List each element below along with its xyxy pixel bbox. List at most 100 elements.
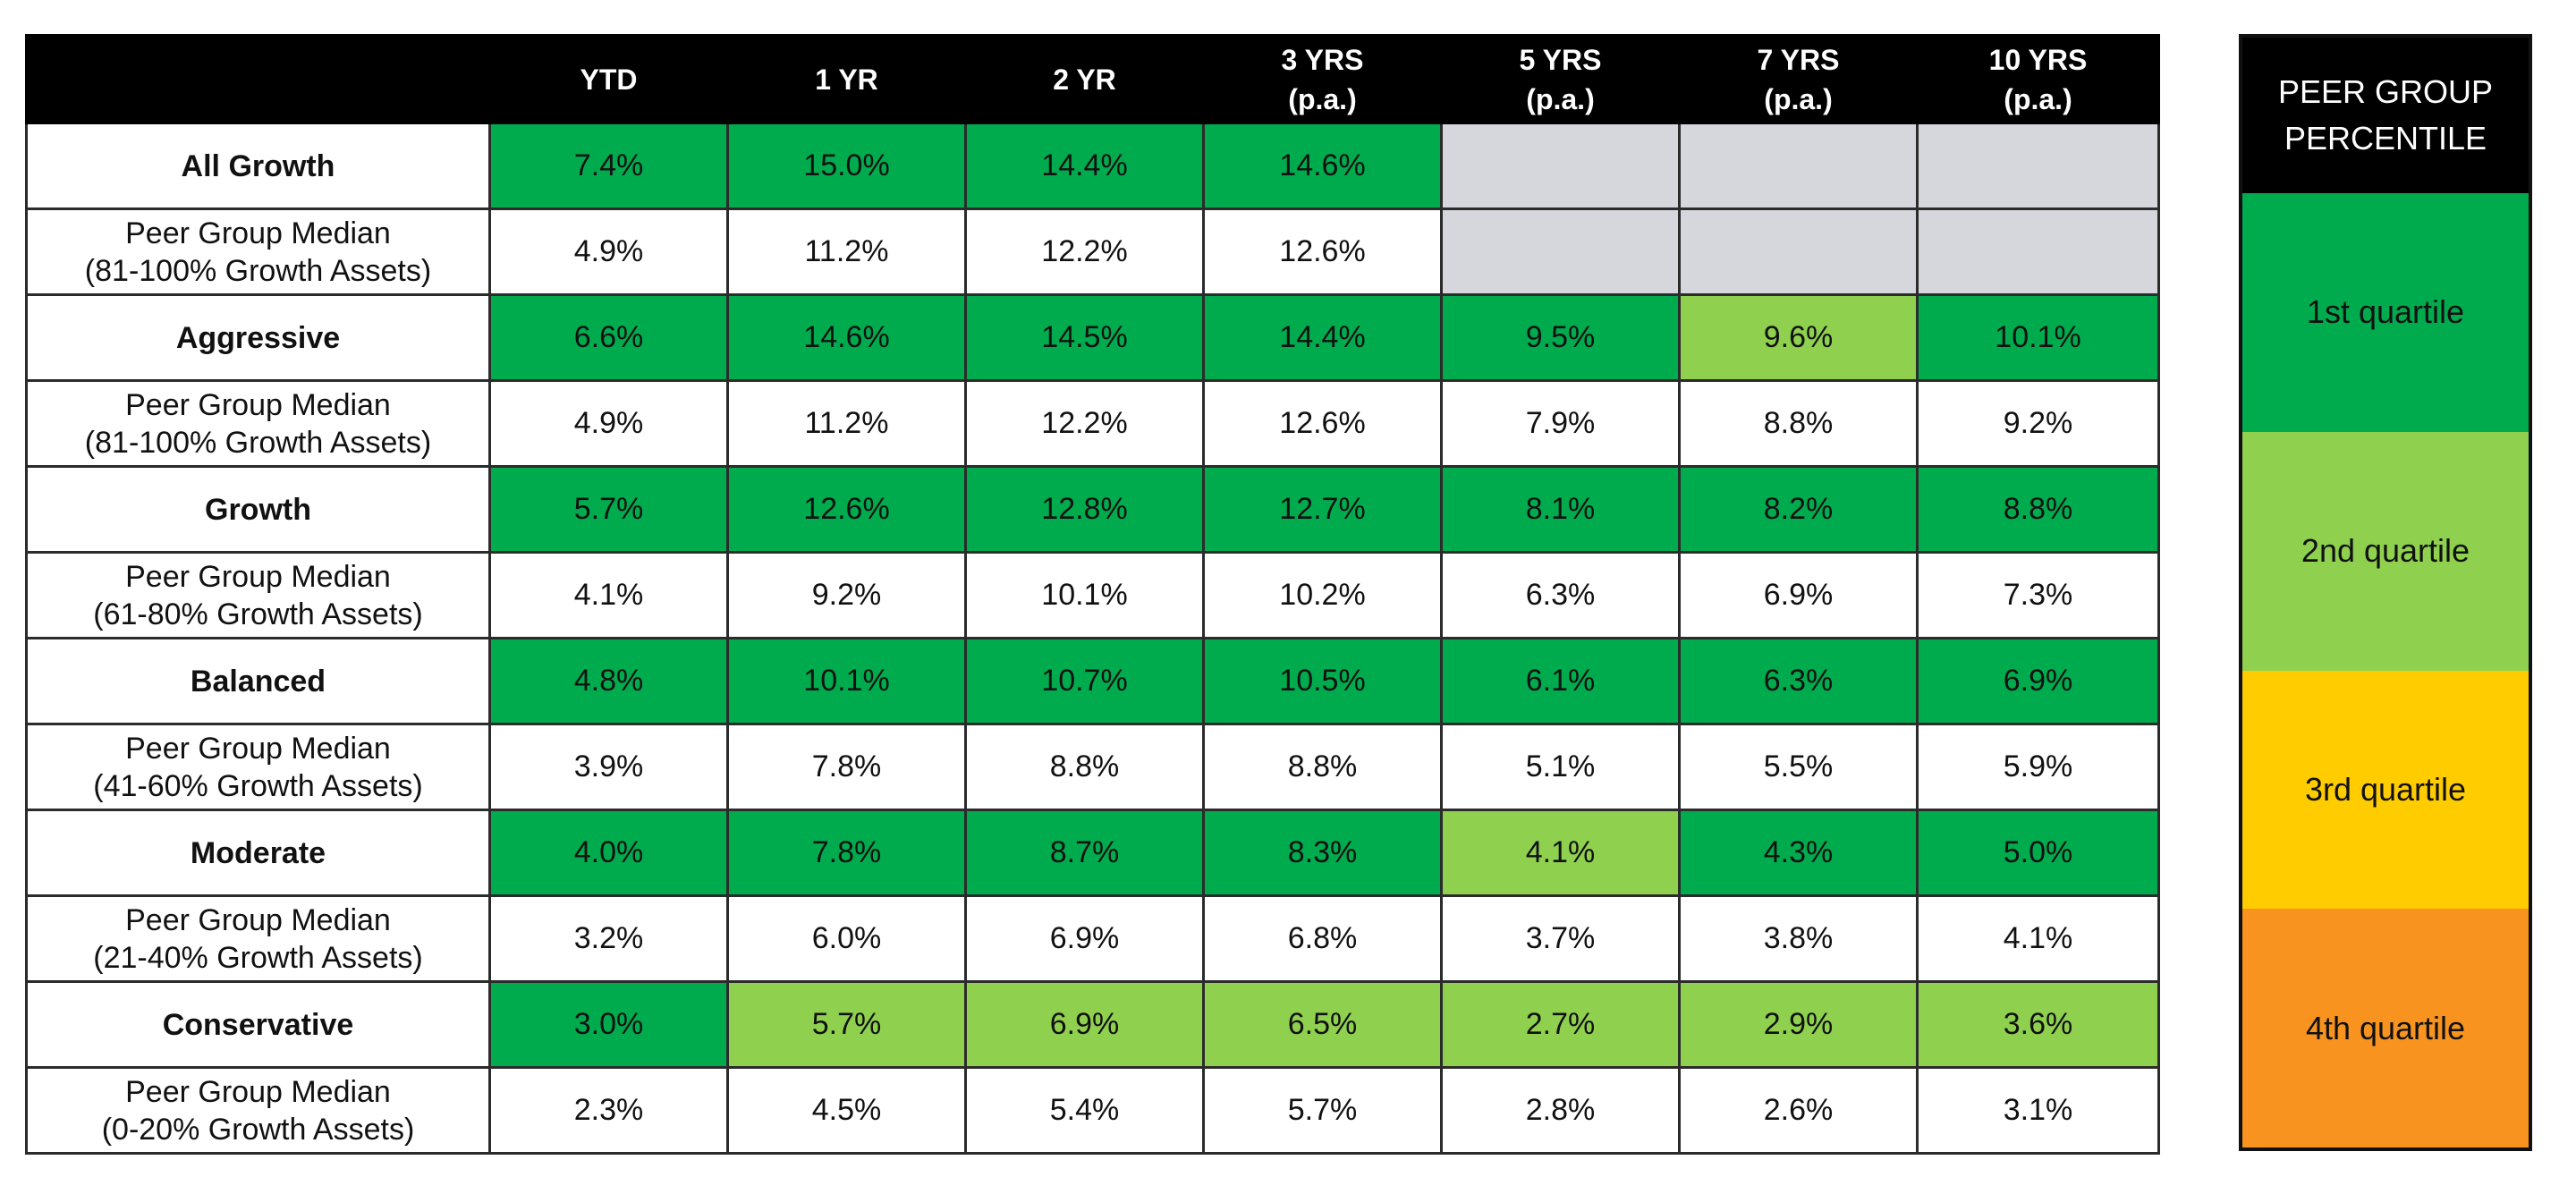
column-header-label: 2 YR: [1053, 63, 1116, 96]
return-cell: 9.6%: [1678, 293, 1919, 382]
legend-title-line: PERCENTILE: [2284, 120, 2487, 157]
return-cell: 4.9%: [488, 379, 729, 468]
median-row: Peer Group Median (21-40% Growth Assets) 3…: [25, 894, 2160, 983]
header-row: YTD 1 YR 2 YR 3 YRS (p.a.) 5 YRS (p.a.) 7 YRS (p…: [25, 34, 2160, 124]
return-cell: 3.2%: [488, 894, 729, 983]
row-label-line: (61-80% Growth Assets): [93, 597, 423, 631]
column-header-label: YTD: [580, 63, 638, 96]
return-cell: 2.8%: [1440, 1066, 1681, 1155]
median-label: Peer Group Median (81-100% Growth Assets): [25, 379, 491, 468]
return-cell: 5.4%: [964, 1066, 1205, 1155]
return-cell: 3.8%: [1678, 894, 1919, 983]
column-header-label: 5 YRS: [1519, 43, 1602, 76]
row-label-line: (81-100% Growth Assets): [84, 425, 432, 460]
column-header: 3 YRS (p.a.): [1202, 34, 1443, 124]
median-row: Peer Group Median (61-80% Growth Assets) 4…: [25, 551, 2160, 639]
return-cell: 8.1%: [1440, 465, 1681, 554]
return-cell: 4.1%: [1916, 894, 2160, 983]
row-label-line: Peer Group Median: [125, 902, 391, 937]
return-cell: [1916, 207, 2160, 296]
strategy-row: Moderate 4.0% 7.8% 8.7% 8.3% 4.1% 4.3% 5.0%: [25, 809, 2160, 897]
return-cell: 6.5%: [1202, 980, 1443, 1069]
return-cell: 8.8%: [964, 723, 1205, 811]
return-cell: 6.3%: [1678, 637, 1919, 725]
row-label-line: All Growth: [181, 148, 335, 183]
return-cell: 10.1%: [1916, 293, 2160, 382]
column-header-label: 3 YRS: [1281, 43, 1364, 76]
return-cell: 8.7%: [964, 809, 1205, 897]
return-cell: 8.8%: [1916, 465, 2160, 554]
strategy-row: Conservative 3.0% 5.7% 6.9% 6.5% 2.7% 2.9% 3.6%: [25, 980, 2160, 1069]
column-header-label: (p.a.): [2004, 82, 2072, 115]
row-label-line: Peer Group Median: [125, 731, 391, 766]
return-cell: 4.0%: [488, 809, 729, 897]
return-cell: 15.0%: [726, 122, 967, 210]
row-label-line: Conservative: [162, 1007, 354, 1042]
legend-item-q1: 1st quartile: [2242, 193, 2529, 432]
return-cell: [1678, 207, 1919, 296]
strategy-name: All Growth: [25, 122, 491, 210]
row-label-line: (41-60% Growth Assets): [93, 768, 423, 803]
return-cell: 5.7%: [726, 980, 967, 1069]
return-cell: 2.7%: [1440, 980, 1681, 1069]
return-cell: 4.1%: [1440, 809, 1681, 897]
return-cell: 5.7%: [1202, 1066, 1443, 1155]
column-header: YTD: [488, 34, 729, 124]
return-cell: 8.2%: [1678, 465, 1919, 554]
column-header: 1 YR: [726, 34, 967, 124]
row-label-line: Moderate: [190, 835, 326, 870]
return-cell: 4.5%: [726, 1066, 967, 1155]
return-cell: 7.8%: [726, 809, 967, 897]
return-cell: 5.0%: [1916, 809, 2160, 897]
return-cell: 4.8%: [488, 637, 729, 725]
header-corner: [25, 34, 491, 124]
return-cell: 6.9%: [964, 980, 1205, 1069]
column-header-label: (p.a.): [1526, 82, 1595, 115]
return-cell: 6.8%: [1202, 894, 1443, 983]
return-cell: 3.7%: [1440, 894, 1681, 983]
strategy-name: Growth: [25, 465, 491, 554]
legend-title: PEER GROUP PERCENTILE: [2242, 38, 2529, 193]
return-cell: 10.1%: [964, 551, 1205, 639]
legend-item-q4: 4th quartile: [2242, 909, 2529, 1147]
return-cell: [1678, 122, 1919, 210]
legend-item-label: 4th quartile: [2305, 1009, 2466, 1046]
return-cell: 10.1%: [726, 637, 967, 725]
strategy-name: Moderate: [25, 809, 491, 897]
return-cell: 10.2%: [1202, 551, 1443, 639]
return-cell: 7.9%: [1440, 379, 1681, 468]
return-cell: 5.9%: [1916, 723, 2160, 811]
return-cell: 4.1%: [488, 551, 729, 639]
row-label-line: (0-20% Growth Assets): [101, 1112, 415, 1147]
strategy-row: Growth 5.7% 12.6% 12.8% 12.7% 8.1% 8.2% 8.8%: [25, 465, 2160, 554]
return-cell: 3.1%: [1916, 1066, 2160, 1155]
performance-table: YTD 1 YR 2 YR 3 YRS (p.a.) 5 YRS (p.a.) 7 YRS (p…: [25, 34, 2160, 1155]
median-label: Peer Group Median (81-100% Growth Assets): [25, 207, 491, 296]
row-label-line: Peer Group Median: [125, 1074, 391, 1109]
return-cell: 6.1%: [1440, 637, 1681, 725]
return-cell: 12.8%: [964, 465, 1205, 554]
return-cell: 8.8%: [1202, 723, 1443, 811]
return-cell: 14.4%: [964, 122, 1205, 210]
row-label-line: Peer Group Median: [125, 216, 391, 250]
return-cell: 12.2%: [964, 207, 1205, 296]
legend-item-label: 2nd quartile: [2301, 532, 2470, 570]
return-cell: 6.0%: [726, 894, 967, 983]
column-header-label: 10 YRS: [1988, 43, 2088, 76]
row-label-line: Growth: [205, 492, 311, 527]
column-header-label: (p.a.): [1288, 82, 1357, 115]
return-cell: 5.1%: [1440, 723, 1681, 811]
return-cell: [1916, 122, 2160, 210]
return-cell: 12.6%: [726, 465, 967, 554]
column-header-label: (p.a.): [1764, 82, 1833, 115]
return-cell: 14.6%: [1202, 122, 1443, 210]
return-cell: 8.3%: [1202, 809, 1443, 897]
return-cell: 4.9%: [488, 207, 729, 296]
return-cell: 3.9%: [488, 723, 729, 811]
return-cell: 10.5%: [1202, 637, 1443, 725]
strategy-row: Balanced 4.8% 10.1% 10.7% 10.5% 6.1% 6.3% 6.9%: [25, 637, 2160, 725]
median-label: Peer Group Median (41-60% Growth Assets): [25, 723, 491, 811]
return-cell: 7.3%: [1916, 551, 2160, 639]
return-cell: 9.2%: [1916, 379, 2160, 468]
column-header-label: 1 YR: [815, 63, 878, 96]
